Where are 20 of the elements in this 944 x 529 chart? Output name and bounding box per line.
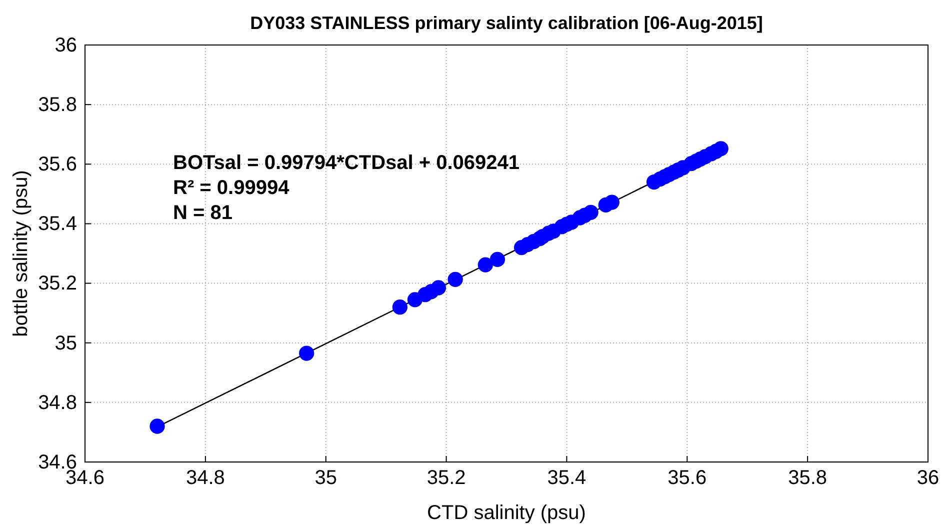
y-tick-label: 35.4	[38, 213, 77, 236]
annotation: R² = 0.99994	[173, 177, 290, 199]
x-axis-title: CTD salinity (psu)	[427, 502, 586, 524]
x-tick-label: 35.4	[547, 467, 586, 490]
x-tick-label: 35.2	[426, 467, 466, 490]
annotation: N = 81	[173, 202, 232, 224]
y-tick-label: 35.6	[38, 154, 77, 176]
y-tick-label: 35.2	[38, 272, 77, 295]
annotation: BOTsal = 0.99794*CTDsal + 0.069241	[173, 152, 520, 174]
x-tick-label: 35	[314, 467, 337, 490]
x-tick-label: 35.8	[788, 467, 828, 490]
x-tick-label: 36	[916, 467, 940, 490]
y-tick-label: 34.8	[38, 392, 77, 414]
y-tick-label: 35	[54, 332, 77, 354]
y-axis-title: bottle salinity (psu)	[10, 170, 32, 337]
x-tick-label: 34.8	[186, 467, 225, 490]
x-tick-label: 35.6	[668, 467, 707, 490]
y-tick-label: 36	[54, 34, 77, 56]
chart-title: DY033 STAINLESS primary salinty calibration [06-Aug-2015]	[250, 13, 763, 33]
y-tick-label: 35.8	[38, 94, 77, 116]
